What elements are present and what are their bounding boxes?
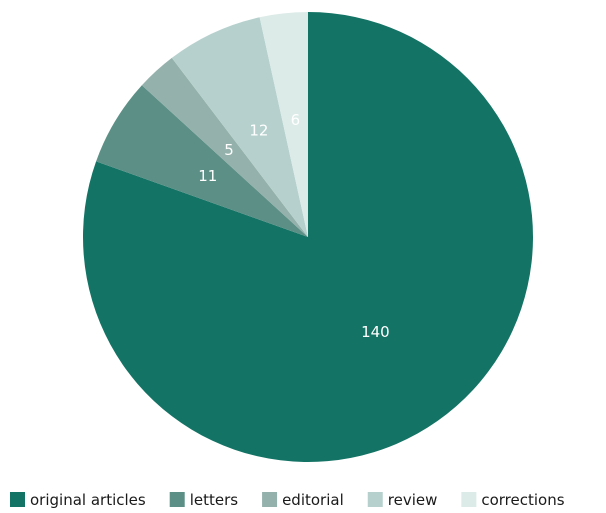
pie-slice-labels: 140 11 5 12 6 [198, 111, 390, 341]
legend-label-corrections: corrections [481, 491, 564, 509]
pie-slice-letters [96, 85, 308, 237]
legend-swatch-original-articles [10, 492, 25, 507]
legend-item-review: review [367, 491, 438, 509]
pie-slice-review [171, 17, 308, 237]
data-label-editorial: 5 [224, 141, 234, 159]
legend-label-review: review [388, 491, 438, 509]
legend-swatch-letters [169, 492, 185, 507]
legend-swatch-editorial [262, 492, 278, 507]
pie-slice-editorial [141, 57, 308, 237]
legend-label-letters: letters [190, 491, 239, 509]
legend-swatch-corrections [461, 492, 477, 507]
legend-item-original-articles: original articles [10, 491, 146, 509]
legend-item-corrections: corrections [461, 491, 565, 509]
legend-swatch-review [367, 492, 383, 507]
legend-label-original-articles: original articles [30, 491, 146, 509]
legend-item-editorial: editorial [262, 491, 344, 509]
data-label-letters: 11 [198, 167, 217, 185]
pie-slice-corrections [259, 12, 308, 237]
legend-item-letters: letters [169, 491, 239, 509]
data-label-corrections: 6 [291, 111, 301, 129]
legend-label-editorial: editorial [282, 491, 344, 509]
data-label-original-articles: 140 [361, 323, 390, 341]
pie-slices [83, 12, 534, 462]
legend: original articles letters editorial review c… [10, 491, 565, 509]
data-label-review: 12 [249, 121, 268, 139]
